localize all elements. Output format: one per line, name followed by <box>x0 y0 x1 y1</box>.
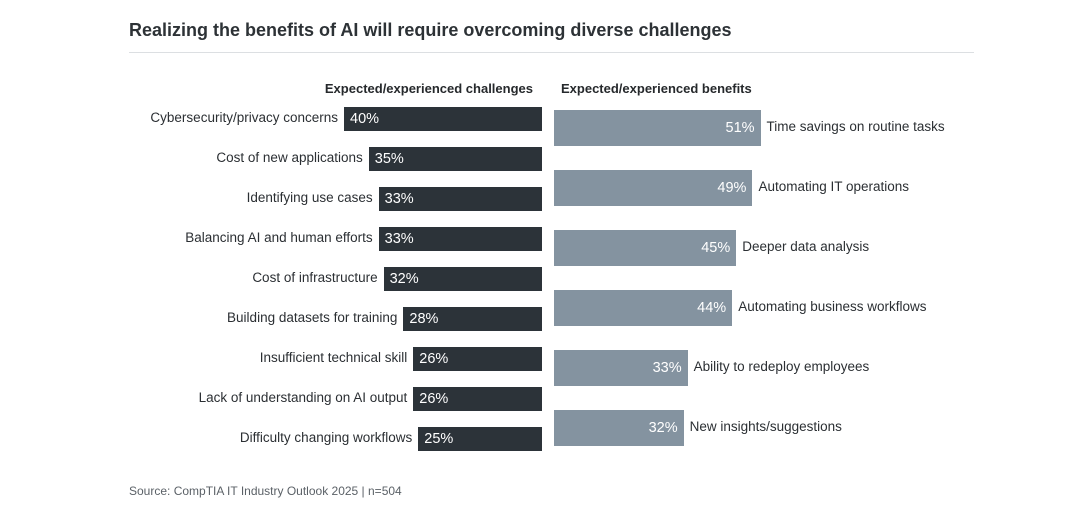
benefit-bar: 49% <box>554 170 753 206</box>
benefit-bar: 33% <box>554 350 688 386</box>
benefit-label: New insights/suggestions <box>689 419 842 434</box>
benefit-label: Automating business workflows <box>738 299 927 314</box>
benefit-label: Ability to redeploy employees <box>693 359 870 374</box>
benefit-label: Automating IT operations <box>758 179 910 194</box>
challenge-label: Difficulty changing workflows <box>239 430 413 445</box>
challenge-label: Cost of infrastructure <box>252 270 378 285</box>
challenge-label: Balancing AI and human efforts <box>185 230 373 245</box>
challenge-label: Cost of new applications <box>216 150 363 165</box>
benefit-bar: 44% <box>554 290 733 326</box>
chart-title: Realizing the benefits of AI will requir… <box>129 20 732 40</box>
challenge-bar: 33% <box>378 187 542 211</box>
benefit-bar: 32% <box>554 410 684 446</box>
benefit-bar: 45% <box>554 230 737 266</box>
challenge-label: Insufficient technical skill <box>259 350 408 365</box>
challenge-label: Identifying use cases <box>246 190 373 205</box>
challenge-bar: 26% <box>413 347 542 371</box>
challenges-header: Expected/experienced challenges <box>324 81 533 96</box>
challenge-label: Building datasets for training <box>227 310 398 325</box>
challenge-bar: 40% <box>344 107 542 131</box>
challenge-bar: 32% <box>383 267 542 291</box>
benefits-header: Expected/experienced benefits <box>561 81 752 96</box>
challenge-label: Lack of understanding on AI output <box>198 390 408 405</box>
challenge-label: Cybersecurity/privacy concerns <box>150 110 338 125</box>
title-divider <box>129 52 974 53</box>
challenge-bar: 25% <box>418 427 542 451</box>
benefit-bar: 51% <box>554 110 761 146</box>
source-note: Source: CompTIA IT Industry Outlook 2025… <box>129 484 402 498</box>
benefit-label: Deeper data analysis <box>742 239 870 254</box>
challenge-bar: 28% <box>403 307 542 331</box>
benefit-label: Time savings on routine tasks <box>766 119 945 134</box>
challenge-bar: 35% <box>368 147 542 171</box>
challenge-bar: 26% <box>413 387 542 411</box>
challenge-bar: 33% <box>378 227 542 251</box>
